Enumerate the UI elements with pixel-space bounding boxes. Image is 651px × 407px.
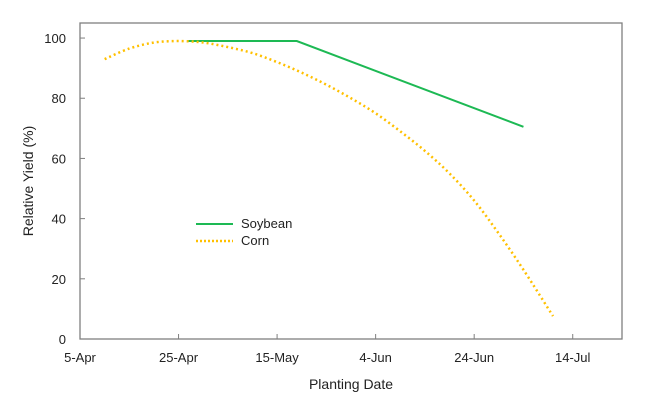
x-tick-label: 25-Apr bbox=[159, 350, 199, 365]
y-tick-label: 60 bbox=[52, 151, 66, 166]
x-axis-label: Planting Date bbox=[309, 376, 393, 392]
legend-label-soybean: Soybean bbox=[241, 216, 292, 231]
y-axis-label: Relative Yield (%) bbox=[20, 126, 36, 237]
x-tick-label: 4-Jun bbox=[359, 350, 392, 365]
legend-label-corn: Corn bbox=[241, 233, 269, 248]
y-tick-label: 80 bbox=[52, 91, 66, 106]
x-tick-label: 24-Jun bbox=[454, 350, 494, 365]
plot-frame bbox=[79, 22, 623, 340]
legend: Soybean Corn bbox=[196, 216, 292, 248]
x-tick-label: 5-Apr bbox=[64, 350, 96, 365]
y-tick-label: 100 bbox=[44, 31, 66, 46]
series-line-corn bbox=[104, 39, 555, 317]
y-tick-label: 40 bbox=[52, 212, 66, 227]
series-line-soybean bbox=[188, 40, 524, 128]
x-tick-label: 15-May bbox=[255, 350, 299, 365]
y-tick-label: 0 bbox=[59, 332, 66, 347]
y-tick-label: 20 bbox=[52, 272, 66, 287]
x-tick-label: 14-Jul bbox=[555, 350, 591, 365]
